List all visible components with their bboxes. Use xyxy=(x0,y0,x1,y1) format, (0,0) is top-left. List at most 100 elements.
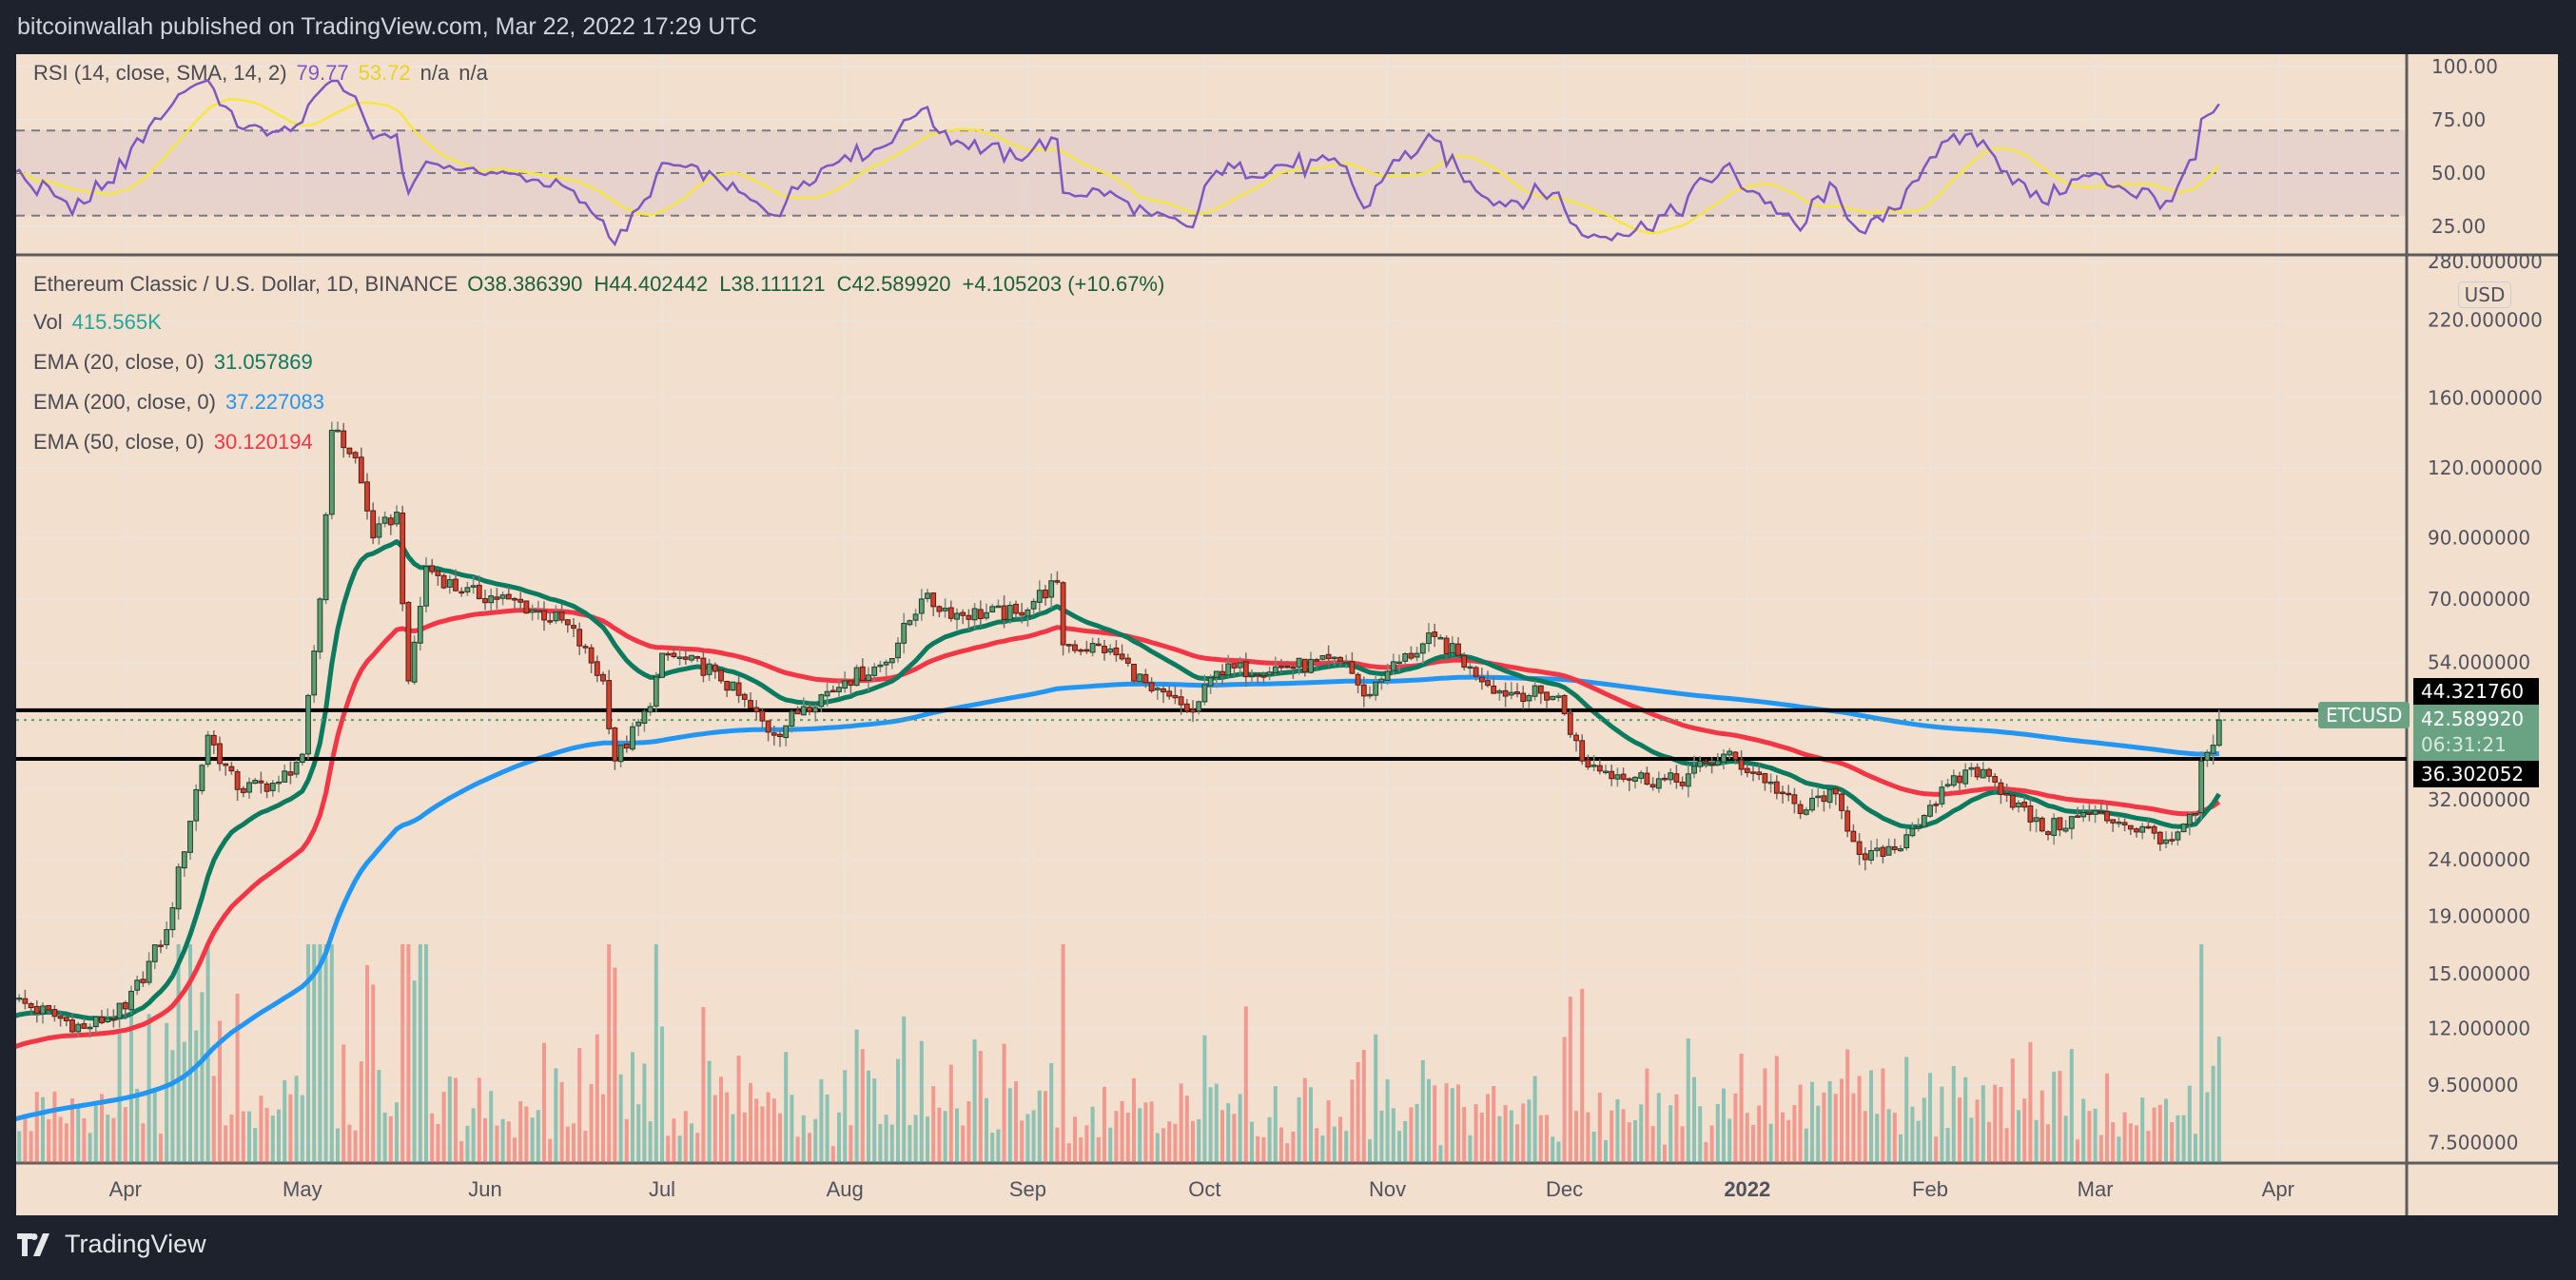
volume-bar xyxy=(88,1133,92,1163)
volume-bar xyxy=(784,1052,789,1163)
volume-bar xyxy=(613,967,617,1163)
candle-body xyxy=(1856,841,1863,855)
candle-body xyxy=(1296,657,1302,668)
volume-bar xyxy=(1840,1078,1844,1163)
candle-body xyxy=(807,707,812,712)
candle-body xyxy=(1437,636,1444,640)
candle xyxy=(1025,607,1031,627)
volume-bar xyxy=(1202,1035,1207,1163)
candle-body xyxy=(1638,772,1645,779)
volume-bar xyxy=(819,1078,824,1163)
candle xyxy=(930,592,937,616)
volume-bar xyxy=(1804,1128,1808,1163)
volume-bar xyxy=(1781,1112,1785,1163)
volume-bar xyxy=(878,1123,883,1163)
volume-bar xyxy=(1197,1119,1201,1163)
volume-bar xyxy=(624,1118,629,1163)
bar-countdown: 06:31:21 xyxy=(2421,733,2507,756)
candle-body xyxy=(2110,819,2117,824)
candle-body xyxy=(1939,786,1945,805)
volume-bar xyxy=(1515,1124,1519,1163)
chart-panel[interactable] xyxy=(16,54,2558,1215)
candle-body xyxy=(794,709,801,715)
volume-bar xyxy=(2157,1104,2162,1163)
candle-body xyxy=(718,669,724,682)
candle-body xyxy=(435,570,441,576)
volume-bar xyxy=(2098,1135,2103,1163)
grid xyxy=(16,54,2407,1163)
candle-body xyxy=(1154,688,1161,690)
candle xyxy=(2003,783,2010,803)
volume-bar xyxy=(1438,1145,1443,1163)
candle-body xyxy=(2016,802,2021,808)
volume-bar xyxy=(1479,1113,1484,1163)
candle xyxy=(1614,767,1621,787)
candle xyxy=(1373,676,1379,701)
candle xyxy=(1561,693,1568,716)
volume-bar xyxy=(1610,1110,1614,1163)
candle-body xyxy=(1756,771,1763,776)
candle xyxy=(63,1016,69,1027)
candle-body xyxy=(1950,775,1957,786)
volume-bar xyxy=(418,944,422,1163)
tradingview-logo[interactable]: TradingView xyxy=(17,1230,206,1259)
candle xyxy=(735,676,742,704)
candle xyxy=(2051,813,2058,845)
candle xyxy=(1013,600,1019,619)
volume-bar xyxy=(29,1131,33,1163)
candle xyxy=(647,702,654,716)
price-tick-label: 54.000000 xyxy=(2428,650,2530,673)
candle xyxy=(193,784,200,831)
ema50-line xyxy=(16,608,2221,1049)
candle xyxy=(223,763,229,776)
volume-bar xyxy=(1704,1141,1708,1163)
candle xyxy=(553,605,559,625)
candle-body xyxy=(1803,809,1809,815)
currency-badge[interactable]: USD xyxy=(2458,281,2511,308)
candle xyxy=(240,785,246,798)
volume-bar xyxy=(353,1130,358,1163)
candle xyxy=(1590,755,1597,772)
candle xyxy=(28,1001,34,1016)
candle xyxy=(977,600,984,628)
candle-body xyxy=(1065,644,1072,647)
volume-bar xyxy=(607,944,612,1163)
volume-bar xyxy=(1645,1068,1649,1163)
volume-bar xyxy=(1810,1081,1814,1163)
volume-bar xyxy=(412,980,417,1163)
rsi-sma-line xyxy=(16,97,2220,235)
volume-bar xyxy=(677,1135,682,1163)
candle-body xyxy=(1550,695,1556,701)
candle-body xyxy=(529,609,536,613)
volume-bar xyxy=(1338,1116,1342,1163)
candle-body xyxy=(1196,701,1202,712)
volume-bar xyxy=(329,944,334,1163)
candle-body xyxy=(1201,684,1208,703)
candle-body xyxy=(682,656,689,660)
candle xyxy=(918,589,925,621)
candle-body xyxy=(883,661,889,666)
candle-body xyxy=(1839,793,1844,811)
volume-bar xyxy=(1722,1088,1726,1163)
candle xyxy=(925,589,930,603)
volume-bar xyxy=(1415,1103,1419,1163)
candle xyxy=(1791,787,1798,814)
candle-body xyxy=(234,771,241,790)
candle xyxy=(470,575,477,594)
candle xyxy=(2151,824,2157,840)
candle-body xyxy=(588,647,595,664)
candle-body xyxy=(1609,770,1615,780)
ema20-value: 31.057869 xyxy=(213,350,313,374)
volume-bar xyxy=(1774,1056,1779,1163)
candle xyxy=(40,1001,46,1024)
volume-bar xyxy=(159,1134,163,1163)
volume-bar xyxy=(1250,1121,1254,1163)
volume-bar xyxy=(1191,1120,1195,1163)
candle xyxy=(1325,645,1332,668)
candle xyxy=(2057,817,2063,837)
candle xyxy=(22,989,29,1010)
volume-bar xyxy=(1863,1111,1867,1163)
candle xyxy=(1603,765,1609,775)
candle xyxy=(346,447,353,458)
